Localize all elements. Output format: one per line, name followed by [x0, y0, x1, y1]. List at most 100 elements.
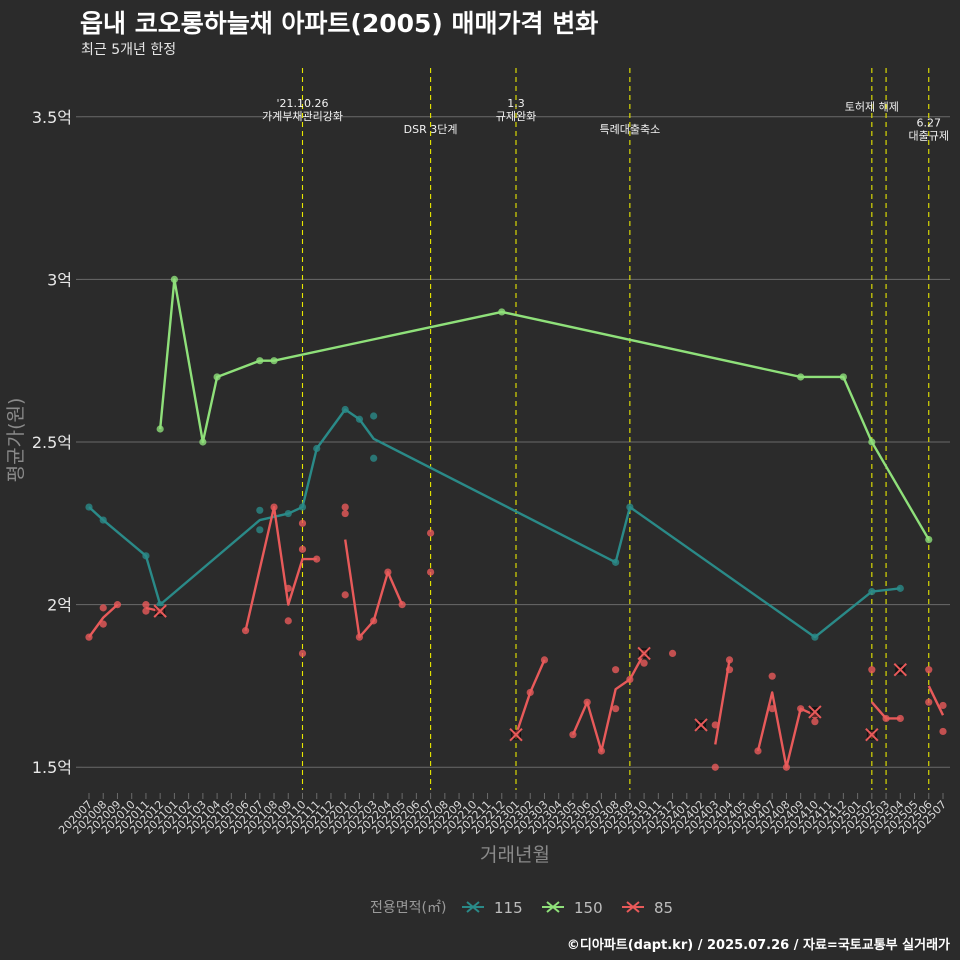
y-tick-label: 3.5억 [32, 108, 72, 127]
data-point-85 [896, 714, 904, 723]
legend-key-cross [626, 901, 640, 913]
series-line-85 [927, 685, 945, 716]
legend-key-cross [546, 901, 560, 913]
data-point-85 [384, 568, 392, 576]
data-point-150 [170, 275, 178, 283]
data-point-85 [540, 656, 549, 664]
series-line-85 [714, 659, 731, 745]
legend-key-cross [466, 901, 480, 913]
chart-subtitle: 최근 5개년 한정 [81, 42, 177, 58]
data-point-85 [939, 727, 947, 736]
data-point-85 [526, 688, 534, 697]
data-point-85 [754, 747, 762, 755]
event-label: 가계부채관리강화 [262, 110, 343, 123]
data-point-85 [298, 545, 307, 553]
data-point-115 [284, 509, 292, 518]
cross-marker [509, 728, 523, 742]
series-layer [85, 275, 947, 771]
data-point-85 [939, 701, 947, 710]
data-point-85 [925, 698, 933, 706]
x-axis-title: 거래년월 [480, 844, 550, 866]
event-label: 대출규제 [909, 130, 949, 143]
data-point-85 [925, 666, 933, 674]
data-point-150 [868, 438, 876, 446]
event-label: '21.10.26 [276, 97, 328, 110]
y-tick-label: 3억 [47, 270, 72, 289]
data-point-85 [811, 718, 819, 726]
data-point-85 [711, 763, 719, 771]
cross-marker [865, 728, 879, 742]
data-point-115 [811, 633, 819, 641]
chart-title: 읍내 코오롱하늘채 아파트(2005) 매매가격 변화 [80, 9, 599, 38]
event-label: 1.3 [507, 97, 525, 110]
data-point-85 [113, 601, 122, 609]
data-point-115 [612, 558, 620, 566]
data-point-115 [85, 503, 93, 511]
data-point-85 [782, 763, 791, 771]
data-point-85 [313, 555, 321, 563]
data-point-85 [341, 591, 349, 599]
series-150 [156, 275, 933, 544]
data-point-115 [256, 506, 264, 514]
legend-label-115: 115 [494, 899, 523, 917]
data-point-85 [583, 698, 591, 706]
y-tick-label: 2억 [47, 596, 72, 615]
data-point-85 [725, 666, 734, 674]
data-point-150 [256, 357, 264, 365]
event-label: 규제완화 [496, 110, 536, 123]
data-point-85 [142, 607, 150, 615]
legend-title: 전용면적(㎡) [370, 900, 446, 916]
data-point-115 [313, 444, 321, 453]
data-point-85 [626, 675, 634, 684]
source-caption: ©디아파트(dapt.kr) / 2025.07.26 / 자료=국토교통부 실… [566, 938, 950, 953]
data-point-115 [355, 415, 364, 423]
data-point-85 [768, 672, 776, 680]
data-point-115 [256, 526, 264, 534]
data-point-150 [797, 373, 805, 381]
data-point-85 [284, 584, 292, 592]
cross-marker [893, 662, 908, 677]
data-point-85 [85, 633, 93, 641]
data-point-150 [925, 535, 933, 544]
data-point-85 [99, 620, 107, 628]
series-line-85 [756, 691, 816, 769]
series-line-115 [88, 408, 901, 639]
data-point-85 [284, 617, 292, 625]
data-point-150 [270, 357, 278, 365]
data-point-85 [640, 659, 648, 667]
data-point-85 [711, 721, 719, 729]
data-point-150 [199, 438, 207, 446]
data-point-85 [341, 503, 349, 511]
series-line-150 [158, 278, 930, 541]
data-point-85 [569, 731, 577, 739]
data-point-85 [241, 627, 250, 635]
cross-marker [694, 718, 708, 732]
legend-label-85: 85 [654, 899, 673, 917]
data-point-150 [498, 308, 506, 316]
series-line-85 [571, 652, 646, 753]
data-point-115 [99, 516, 107, 524]
cross-marker [153, 604, 167, 618]
y-axis-title: 평균가(원) [5, 398, 27, 483]
data-point-115 [370, 412, 378, 420]
data-point-85 [370, 617, 378, 625]
data-point-85 [668, 649, 677, 658]
series-line-85 [514, 659, 546, 736]
data-point-85 [298, 519, 307, 527]
data-point-85 [355, 633, 364, 641]
data-point-150 [839, 373, 847, 381]
data-point-115 [868, 588, 876, 596]
data-point-85 [768, 705, 776, 713]
event-label: 특례대출축소 [599, 123, 660, 136]
data-point-150 [213, 373, 221, 381]
data-point-85 [142, 601, 150, 609]
data-point-115 [896, 584, 904, 592]
series-line-85 [88, 603, 119, 638]
data-point-115 [142, 552, 150, 560]
data-point-85 [612, 705, 620, 713]
cross-marker [808, 705, 822, 719]
data-point-85 [612, 666, 620, 674]
data-point-115 [626, 503, 634, 511]
